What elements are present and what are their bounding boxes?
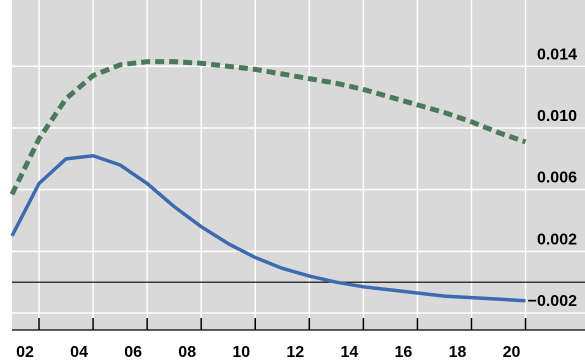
x-tick-label: 18: [449, 344, 467, 361]
series-layer: [9, 59, 527, 303]
x-tick-label: 20: [503, 344, 521, 361]
plot-background: [12, 0, 585, 330]
x-tick-label: 14: [340, 344, 358, 361]
y-tick-label: 0.010: [537, 108, 577, 125]
series-2-line: [10, 153, 526, 303]
x-tick-label: 04: [70, 344, 88, 361]
y-tick-label: 0.014: [537, 46, 577, 63]
series-2: [10, 153, 526, 303]
x-tick-label: 08: [178, 344, 196, 361]
series-1: [9, 59, 527, 196]
x-tick-label: 12: [286, 344, 304, 361]
y-tick-label: −0.002: [528, 293, 577, 310]
x-tick-label: 06: [124, 344, 142, 361]
series-1-line: [9, 59, 527, 196]
x-axis-ticks: 02 04 06 08 10 12 14 16 18 20: [16, 318, 527, 361]
x-tick-label: 02: [16, 344, 34, 361]
x-tick-label: 10: [232, 344, 250, 361]
y-tick-label: 0.002: [537, 231, 577, 248]
y-tick-label: 0.006: [537, 170, 577, 187]
x-tick-label: 16: [395, 344, 413, 361]
y-axis-ticks: −0.002 0.002 0.006 0.010 0.014: [528, 46, 577, 310]
